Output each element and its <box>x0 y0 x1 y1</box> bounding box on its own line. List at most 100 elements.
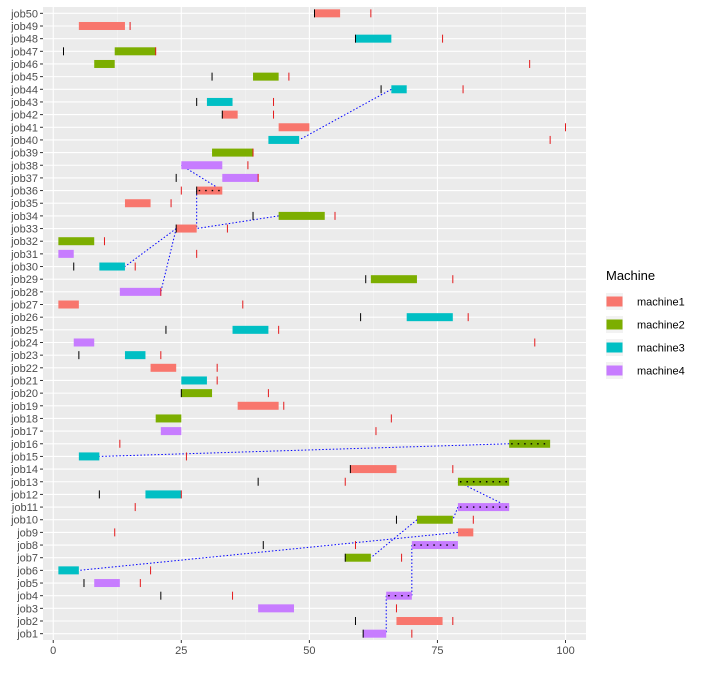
y-tick-label: job5 <box>16 578 38 590</box>
y-tick-label: job43 <box>10 97 38 109</box>
job-bar <box>345 553 371 562</box>
y-tick-label: job23 <box>10 350 38 362</box>
x-tick-label: 75 <box>431 645 443 657</box>
y-tick-label: job31 <box>10 249 38 261</box>
y-tick-label: job13 <box>10 477 38 489</box>
job-bar <box>457 503 510 512</box>
job-bar <box>181 376 207 385</box>
x-tick-label: 100 <box>556 645 574 657</box>
job-bar <box>58 300 79 309</box>
y-tick-label: job19 <box>10 401 38 413</box>
job-bar <box>99 262 125 271</box>
x-tick-label: 50 <box>303 645 315 657</box>
job-bar <box>145 490 182 499</box>
job-bar <box>94 59 115 68</box>
job-bar <box>58 249 74 258</box>
job-bar <box>406 313 453 322</box>
job-bar <box>222 173 259 182</box>
y-tick-label: job1 <box>16 629 38 641</box>
job-bar <box>78 452 100 461</box>
job-bar <box>386 591 412 600</box>
y-tick-label: job34 <box>10 211 38 223</box>
job-bar <box>278 211 325 220</box>
y-tick-label: job41 <box>10 122 38 134</box>
y-tick-label: job6 <box>16 565 38 577</box>
y-tick-label: job17 <box>10 426 38 438</box>
job-bar <box>150 363 177 372</box>
job-bar <box>160 427 182 436</box>
y-tick-label: job35 <box>10 198 38 210</box>
legend-key <box>606 296 623 307</box>
y-tick-label: job25 <box>10 325 38 337</box>
legend-key <box>606 342 623 353</box>
job-bar <box>268 135 300 144</box>
y-tick-label: job22 <box>10 363 38 375</box>
job-bar <box>253 72 279 81</box>
job-bar <box>258 604 295 613</box>
precedence-link <box>181 164 223 191</box>
job-bar <box>78 21 125 30</box>
job-bar <box>114 47 156 56</box>
y-tick-label: job38 <box>10 160 38 172</box>
y-tick-label: job33 <box>10 224 38 236</box>
legend-label: machine2 <box>637 320 685 332</box>
y-tick-label: job15 <box>10 451 38 463</box>
job-bar <box>196 186 223 195</box>
y-tick-label: job32 <box>10 236 38 248</box>
job-bar <box>237 401 279 410</box>
x-tick-label: 0 <box>50 645 56 657</box>
precedence-link <box>452 506 459 520</box>
job-bar <box>457 528 474 537</box>
job-bars <box>58 9 551 638</box>
y-tick-label: job21 <box>10 375 38 387</box>
y-tick-label: job48 <box>10 34 38 46</box>
job-bar <box>278 123 310 132</box>
job-bar <box>58 566 79 575</box>
job-bar <box>355 34 392 43</box>
legend-label: machine3 <box>637 343 685 355</box>
job-bar <box>124 351 146 360</box>
y-tick-label: job11 <box>11 502 38 514</box>
legend-key <box>606 365 623 376</box>
precedence-link <box>124 228 177 267</box>
precedence-link <box>298 88 392 141</box>
y-tick-label: job46 <box>10 59 38 71</box>
release-due-markers <box>62 9 567 638</box>
y-tick-label: job28 <box>10 287 38 299</box>
job-bar <box>363 629 387 638</box>
job-bar <box>124 199 151 208</box>
job-bar <box>73 338 95 347</box>
y-tick-label: job20 <box>10 388 38 400</box>
y-tick-label: job40 <box>10 135 38 147</box>
y-tick-label: job24 <box>10 337 38 349</box>
job-bar <box>350 465 397 474</box>
y-tick-label: job7 <box>16 553 38 565</box>
precedence-link <box>370 519 418 559</box>
plot-panel <box>43 7 586 640</box>
job-bar <box>232 325 269 334</box>
job-bar <box>181 389 213 398</box>
precedence-link <box>457 481 510 508</box>
job-bar <box>391 85 407 94</box>
job-bar <box>155 414 182 423</box>
job-bar <box>314 9 341 18</box>
y-tick-label: job44 <box>10 84 38 96</box>
y-tick-label: job8 <box>16 540 38 552</box>
job-bar <box>222 110 238 119</box>
y-tick-label: job30 <box>10 262 38 274</box>
legend-title: Machine <box>606 268 655 283</box>
job-bar <box>119 287 161 296</box>
y-tick-label: job10 <box>10 515 38 527</box>
y-tick-label: job18 <box>10 413 38 425</box>
legend-key <box>606 319 623 330</box>
y-tick-label: job27 <box>10 300 38 312</box>
y-tick-label: job9 <box>16 527 38 539</box>
job-bar <box>58 237 95 246</box>
y-tick-label: job39 <box>10 148 38 160</box>
precedence-link <box>78 531 458 571</box>
y-tick-label: job42 <box>10 110 38 122</box>
y-tick-label: job3 <box>16 603 38 615</box>
x-tick-label: 25 <box>175 645 187 657</box>
job-bar <box>370 275 417 284</box>
